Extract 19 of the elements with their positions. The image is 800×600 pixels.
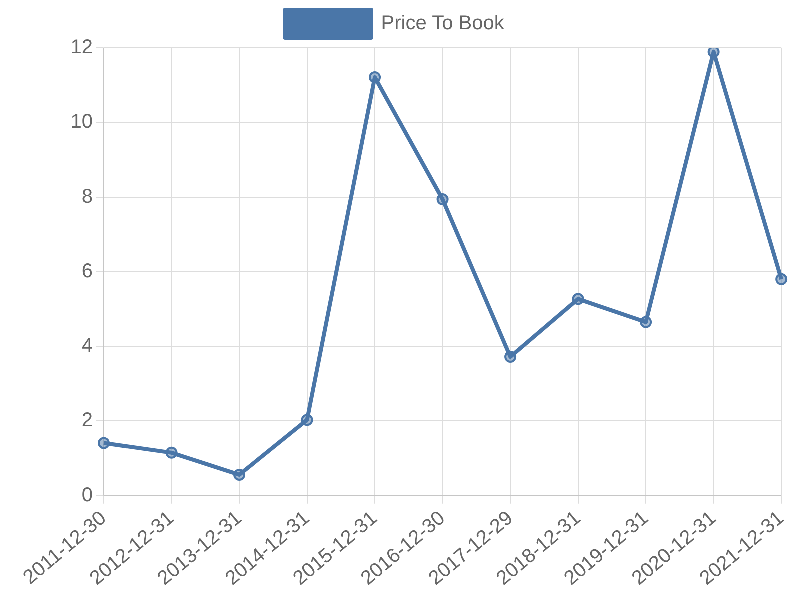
point	[166, 446, 178, 459]
y-tick-label: 10	[70, 111, 93, 134]
point	[640, 316, 652, 328]
point	[504, 351, 517, 364]
y-tick-label: 8	[82, 186, 93, 208]
y-tick-label: 4	[82, 335, 93, 358]
point	[234, 468, 246, 481]
point	[98, 437, 110, 450]
point	[436, 194, 449, 206]
y-tick-label: 6	[82, 260, 93, 282]
point	[572, 293, 584, 306]
point	[369, 71, 382, 84]
y-tick-label: 2	[82, 410, 93, 432]
point	[776, 273, 788, 286]
point	[301, 414, 314, 426]
y-tick-label: 12	[70, 36, 93, 59]
y-tick-label: 0	[82, 484, 93, 506]
point	[708, 48, 720, 58]
legend-label: Price To Book	[381, 12, 506, 35]
